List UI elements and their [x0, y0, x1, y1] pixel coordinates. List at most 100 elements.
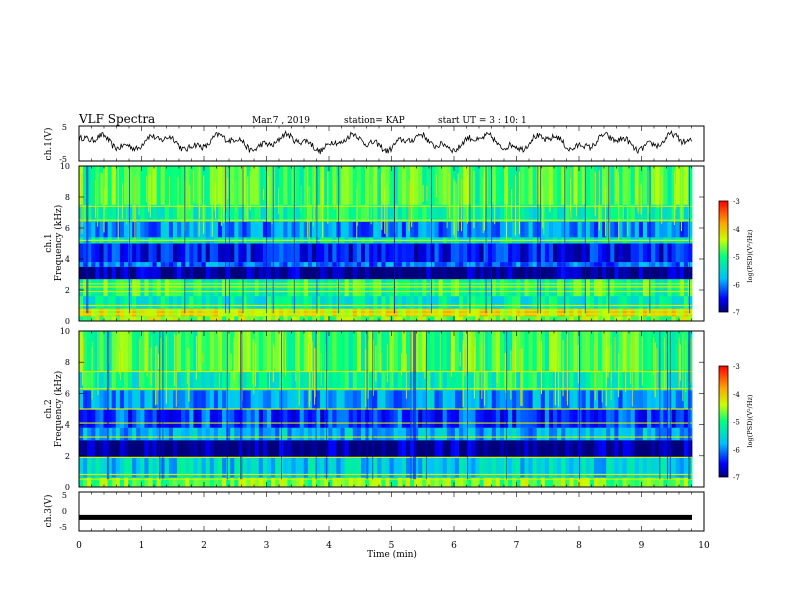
- spectrogram-cell: [683, 166, 689, 205]
- spectrogram-cell: [332, 296, 337, 309]
- spectrogram-cell: [164, 204, 170, 222]
- spectrogram-cell: [344, 390, 350, 409]
- spectrogram-cell: [316, 262, 321, 267]
- spectrogram-cell: [279, 243, 284, 263]
- spectrogram-cell: [467, 243, 472, 263]
- spectrogram-cell: [454, 477, 460, 487]
- spectrogram-cell: [152, 308, 158, 317]
- spectrogram-cell: [520, 371, 525, 391]
- spectrogram-cell: [258, 331, 264, 372]
- spectrogram-cell: [573, 427, 578, 441]
- spectrogram-cell: [634, 166, 640, 205]
- spectrogram-cell: [320, 262, 325, 267]
- spectrogram-cell: [226, 243, 231, 263]
- spectrogram-cell: [320, 457, 325, 478]
- spectrogram-cell: [634, 296, 640, 309]
- spectrogram-cell: [647, 266, 652, 280]
- spectrogram-cell: [487, 331, 493, 372]
- spectrogram-cell: [234, 371, 239, 391]
- spectrogram-cell: [123, 166, 129, 205]
- spectrogram-cell: [258, 316, 264, 321]
- spectrogram-cell: [291, 409, 296, 428]
- spectrogram-cell: [667, 477, 672, 487]
- spectrogram-cell: [630, 477, 636, 487]
- spectrogram-cell: [250, 457, 256, 478]
- spectrogram-cell: [463, 371, 468, 391]
- spectrogram-cell: [593, 331, 599, 372]
- spectrogram-cell: [414, 204, 419, 222]
- spectrogram-cell: [495, 331, 501, 372]
- spectrogram-cell: [528, 308, 534, 317]
- colorbar-tick-label: -3: [733, 363, 740, 371]
- spectrogram-cell: [103, 409, 109, 428]
- spectrogram-cell: [222, 409, 227, 428]
- spectrogram-cell: [642, 243, 648, 263]
- spectrogram-cell: [222, 371, 227, 391]
- spectrogram-cell: [508, 440, 513, 458]
- spectrogram-cell: [483, 409, 489, 428]
- spectrogram-cell: [426, 371, 431, 391]
- spectrogram-cell: [250, 266, 256, 280]
- spectrogram-cell: [422, 477, 427, 487]
- spectrogram-cell: [548, 331, 554, 372]
- spectrogram-cell: [638, 331, 644, 372]
- spectrogram-cell: [524, 427, 529, 441]
- spectrogram-cell: [172, 166, 178, 205]
- spectrogram-cell: [438, 427, 444, 441]
- spectrogram-cell: [418, 166, 423, 205]
- colorbar-tick-label: -7: [733, 309, 740, 317]
- spectrogram-cell: [352, 204, 358, 222]
- spectrogram-cell: [418, 221, 423, 238]
- spectrogram-cell: [557, 371, 562, 391]
- spectrogram-cell: [99, 308, 104, 317]
- spectrogram-cell: [320, 427, 325, 441]
- spectrogram-cell: [389, 308, 395, 317]
- spectrogram-cell: [651, 308, 656, 317]
- spectrogram-cell: [103, 204, 109, 222]
- spectrogram-cell: [536, 409, 542, 428]
- spectrogram-cell: [659, 331, 664, 372]
- spectrogram-cell: [316, 427, 321, 441]
- spectrogram-cell: [385, 204, 390, 222]
- spectrogram-cell: [389, 371, 395, 391]
- spectrogram-cell: [258, 266, 264, 280]
- station-label: station= KAP: [344, 116, 405, 126]
- spectrogram-cell: [683, 316, 689, 321]
- spectrogram-cell: [356, 204, 362, 222]
- spectrogram-cell: [675, 390, 681, 409]
- spectrogram-cell: [397, 266, 403, 280]
- spectrogram-cell: [283, 371, 288, 391]
- spectrogram-cell: [446, 266, 452, 280]
- spectrogram-cell: [467, 390, 472, 409]
- spectrogram-cell: [303, 308, 309, 317]
- spectrogram-cell: [438, 279, 444, 297]
- spectrogram-cell: [647, 308, 652, 317]
- spectrogram-cell: [397, 279, 403, 297]
- spectrogram-cell: [316, 440, 321, 458]
- spectrogram-cell: [95, 316, 100, 321]
- spectrogram-cell: [83, 221, 88, 238]
- spectrogram-cell: [336, 331, 341, 372]
- spectrogram-cell: [132, 331, 137, 372]
- spectrogram-cell: [291, 204, 296, 222]
- spectrogram-cell: [532, 371, 538, 391]
- spectrogram-cell: [422, 371, 427, 391]
- spectrogram-cell: [647, 427, 652, 441]
- spectrogram-cell: [581, 409, 587, 428]
- spectrogram-cell: [418, 243, 423, 263]
- spectrogram-cell: [311, 440, 317, 458]
- spectrogram-cell: [332, 279, 337, 297]
- spectrogram-cell: [205, 262, 211, 267]
- spectrogram-cell: [630, 316, 636, 321]
- spectrogram-cell: [410, 440, 415, 458]
- spectrogram-cell: [128, 427, 133, 441]
- spectrogram-cell: [311, 279, 317, 297]
- spectrogram-cell: [234, 204, 239, 222]
- spectrogram-cell: [266, 457, 272, 478]
- spectrogram-cell: [450, 296, 456, 309]
- spectrogram-cell: [630, 279, 636, 297]
- spectrogram-cell: [450, 390, 456, 409]
- spectrogram-cell: [647, 243, 652, 263]
- spectrogram-cell: [426, 243, 431, 263]
- spectrogram-cell: [606, 266, 611, 280]
